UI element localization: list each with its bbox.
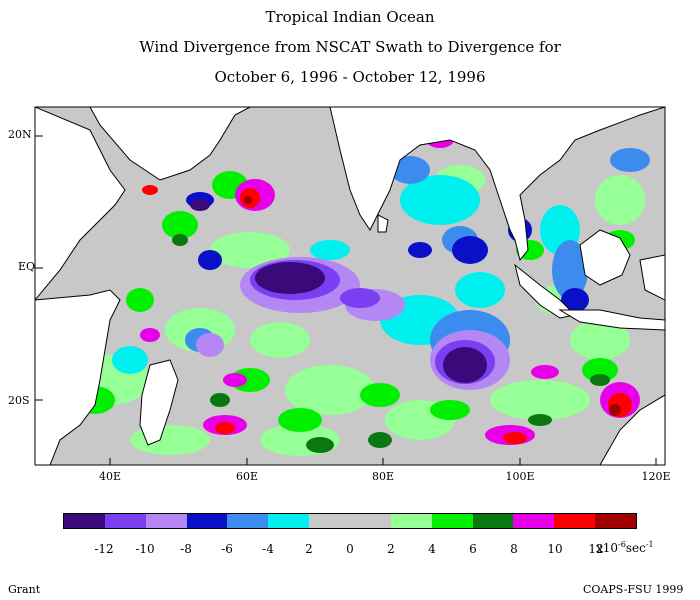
title-line-1: Tropical Indian Ocean (265, 8, 435, 26)
colorbar-tick-label: -12 (94, 542, 114, 556)
colorbar-tick-label: 12 (588, 542, 604, 556)
colorbar-tick-label: 10 (547, 542, 563, 556)
colorbar-swatch (227, 514, 269, 528)
colorbar-swatch (350, 514, 391, 528)
colorbar-swatch (554, 514, 596, 528)
colorbar-tick-label: -6 (221, 542, 233, 556)
title-line-3: October 6, 1996 - October 12, 1996 (214, 68, 486, 86)
colorbar-tick-label: -8 (180, 542, 192, 556)
footer-credit: COAPS-FSU 1999 (583, 583, 684, 596)
unit-suffix: sec (625, 541, 646, 555)
colorbar-tick-label: 6 (469, 542, 477, 556)
unit-exp: -6 (618, 540, 626, 549)
lat-label-20n: 20N (8, 128, 32, 141)
colorbar-swatch (104, 514, 146, 528)
colorbar-tick-label: 2 (305, 542, 313, 556)
lon-label-80e: 80E (371, 470, 395, 483)
colorbar-tick-label: 4 (428, 542, 436, 556)
axis-ticks (35, 135, 657, 465)
colorbar-unit: x10-6sec-1 (596, 540, 654, 555)
colorbar-swatch (390, 514, 432, 528)
divergence-field (35, 107, 665, 465)
title-line-2: Wind Divergence from NSCAT Swath to Dive… (139, 38, 561, 56)
colorbar-tick-label: -4 (262, 542, 274, 556)
landmasses (35, 107, 665, 465)
colorbar-swatch (472, 514, 514, 528)
footer-author: Grant (8, 583, 41, 596)
colorbar-tick-label: 0 (346, 542, 354, 556)
unit-exp2: -1 (645, 540, 654, 549)
colorbar-swatch (431, 514, 473, 528)
colorbar-swatch (513, 514, 555, 528)
colorbar-tick-label: 8 (510, 542, 518, 556)
colorbar-swatch (186, 514, 228, 528)
colorbar-swatch (309, 514, 351, 528)
colorbar (63, 513, 637, 529)
colorbar-swatch (64, 514, 105, 528)
lat-label-eq: EQ (18, 260, 36, 273)
lon-label-40e: 40E (98, 470, 122, 483)
colorbar-tick-label: -10 (135, 542, 155, 556)
colorbar-swatch (595, 514, 637, 528)
lon-label-100e: 100E (505, 470, 535, 483)
lon-label-120e: 120E (641, 470, 671, 483)
colorbar-tick-label: 2 (387, 542, 395, 556)
lat-label-20s: 20S (8, 394, 30, 407)
colorbar-swatch (145, 514, 187, 528)
unit-prefix: x10 (596, 541, 619, 555)
lon-label-60e: 60E (235, 470, 259, 483)
map-frame (34, 106, 666, 466)
colorbar-swatch (268, 514, 310, 528)
